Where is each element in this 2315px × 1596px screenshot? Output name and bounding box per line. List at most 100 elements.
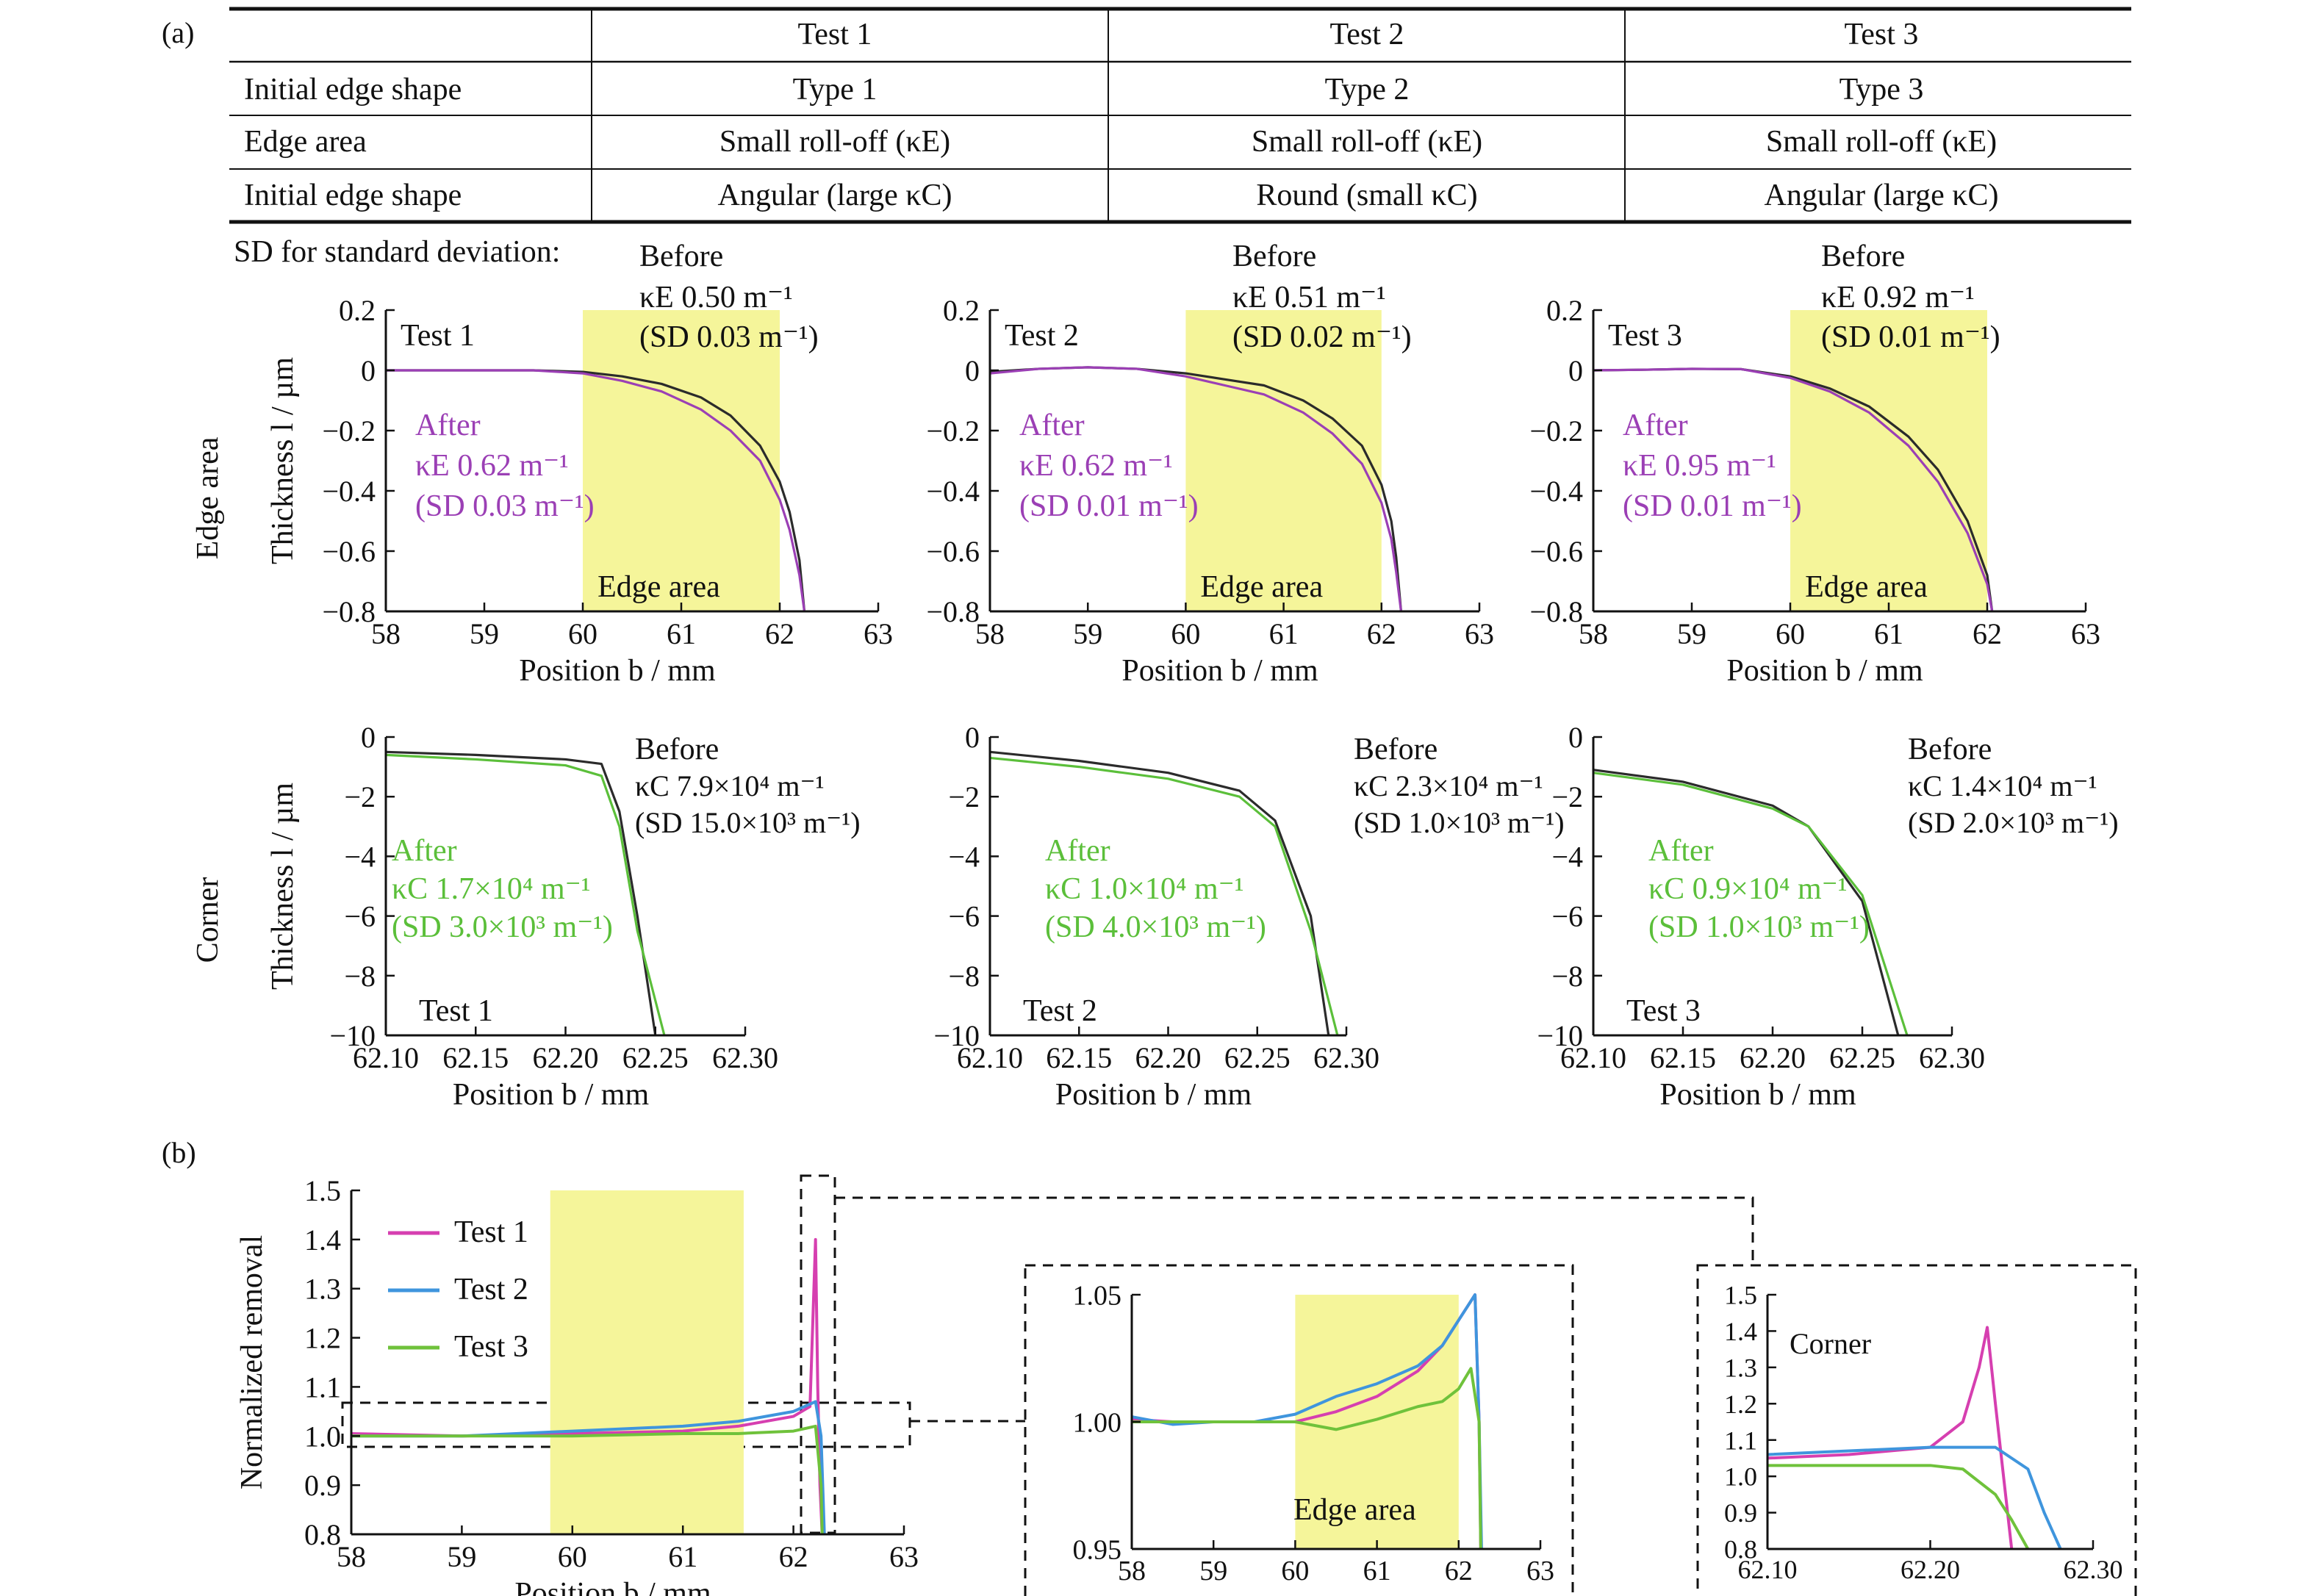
x-tick-label: 59 xyxy=(447,1540,476,1573)
y-axis-label: Normalized removal xyxy=(235,1235,269,1489)
series-line-before xyxy=(385,750,657,1036)
legend-label: Test 1 xyxy=(454,1215,528,1249)
row-label-corner: Corner xyxy=(191,877,225,963)
x-tick-label: 61 xyxy=(1874,617,1903,650)
y-tick-label: 1.0 xyxy=(304,1420,341,1453)
panel-a-label: (a) xyxy=(162,16,194,49)
series-line-after xyxy=(1593,367,1994,612)
x-tick-label: 62.15 xyxy=(1046,1041,1112,1074)
before-kappa: κE 0.92 m⁻¹ xyxy=(1821,281,1975,314)
test-label: Test 1 xyxy=(419,994,493,1028)
y-tick-label: 0.9 xyxy=(304,1469,341,1502)
y-tick-label: 1.3 xyxy=(1724,1353,1757,1382)
y-tick-label: 0 xyxy=(361,354,376,387)
row-label-edge: Edge area xyxy=(191,436,225,559)
before-sd: (SD 0.02 m⁻¹) xyxy=(1232,320,1412,354)
table-row-label: Initial edge shape xyxy=(244,179,462,212)
x-tick-label: 62.25 xyxy=(1829,1041,1895,1074)
test-label: Test 3 xyxy=(1608,319,1682,353)
y-tick-label: −0.4 xyxy=(322,475,376,508)
series-line-after xyxy=(989,756,1339,1036)
y-tick-label: 0.8 xyxy=(304,1518,341,1551)
y-tick-label: −6 xyxy=(948,900,980,933)
annotations-2: Test 2 Before κE 0.51 m⁻¹ (SD 0.02 m⁻¹) Afte… xyxy=(1005,240,1412,604)
table-row-label: Edge area xyxy=(244,125,367,159)
x-tick-label: 58 xyxy=(371,617,401,650)
x-tick-label: 61 xyxy=(1363,1556,1391,1586)
before-sd: (SD 0.03 m⁻¹) xyxy=(639,320,819,354)
y-tick-label: 1.2 xyxy=(1724,1390,1757,1419)
x-tick-label: 60 xyxy=(558,1540,587,1573)
y-tick-label: −0.4 xyxy=(1529,475,1583,508)
after-kappa: κC 0.9×10⁴ m⁻¹ xyxy=(1648,872,1847,906)
chart-8: 58 59 60 61 62 63 1.05 1.00 0.95 xyxy=(1073,1280,1555,1586)
after-label: After xyxy=(1045,834,1110,868)
y-tick-label: 0 xyxy=(965,721,980,754)
x-tick-label: 63 xyxy=(1526,1556,1554,1586)
chart-5: 62.10 62.15 62.20 62.25 62.30 0 −2 −4 −6 −8 −10 Pos… xyxy=(933,721,1379,1112)
x-tick-label: 63 xyxy=(2071,617,2100,650)
table-header-cell: Test 3 xyxy=(1845,18,1919,51)
chart-2: 58 59 60 61 62 63 0.2 0 −0.2 −0.4 −0.6 −0.8 Position… xyxy=(926,294,1494,688)
y-tick-label: 0 xyxy=(1568,721,1583,754)
sd-note: SD for standard deviation: xyxy=(234,235,560,269)
edge-area-label: Edge area xyxy=(597,570,720,604)
edge-area-shade xyxy=(1790,310,1987,611)
x-tick-label: 62 xyxy=(765,617,794,650)
chart-3: 58 59 60 61 62 63 0.2 0 −0.2 −0.4 −0.6 −0.8 Position… xyxy=(1529,294,2100,688)
after-kappa: κE 0.62 m⁻¹ xyxy=(1019,449,1173,483)
y-tick-label: 0.2 xyxy=(1546,294,1583,327)
after-label: After xyxy=(1623,409,1688,442)
y-tick-label: −4 xyxy=(344,840,376,873)
y-tick-label: 1.3 xyxy=(304,1273,341,1306)
after-sd: (SD 0.01 m⁻¹) xyxy=(1019,489,1199,523)
edge-area-label: Edge area xyxy=(1293,1493,1416,1527)
before-label: Before xyxy=(1354,733,1438,766)
before-label: Before xyxy=(1232,240,1316,273)
y-tick-label: −0.8 xyxy=(926,595,980,628)
x-axis-label: Position b / mm xyxy=(1121,654,1318,688)
x-tick-label: 62.30 xyxy=(712,1041,778,1074)
callout-line xyxy=(835,1196,1754,1265)
edge-area-shade xyxy=(583,310,780,611)
annotations-3: Test 3 Before κE 0.92 m⁻¹ (SD 0.01 m⁻¹) Afte… xyxy=(1608,240,2000,604)
edge-area-label: Edge area xyxy=(1200,570,1323,604)
table-row-label: Initial edge shape xyxy=(244,73,462,107)
plots-layer: 58 59 60 61 62 63 0.2 0 −0.2 −0.4 −0.6 −0.8 Position… xyxy=(235,240,2123,1596)
before-label: Before xyxy=(639,240,723,273)
after-kappa: κC 1.7×10⁴ m⁻¹ xyxy=(392,872,590,906)
series-line-test-3 xyxy=(1132,1367,1482,1550)
table-cell: Round (small κC) xyxy=(1256,179,1477,212)
after-sd: (SD 3.0×10³ m⁻¹) xyxy=(392,910,613,944)
before-sd: (SD 1.0×10³ m⁻¹) xyxy=(1354,806,1565,839)
x-tick-label: 60 xyxy=(1281,1556,1309,1586)
before-kappa: κC 7.9×10⁴ m⁻¹ xyxy=(635,769,825,802)
x-tick-label: 60 xyxy=(1171,617,1200,650)
x-tick-label: 62.20 xyxy=(1740,1041,1806,1074)
corner-inset-label: Corner xyxy=(1790,1327,1871,1360)
table-header-cell: Test 1 xyxy=(798,18,872,51)
series-line-test-2 xyxy=(351,1400,826,1535)
y-tick-label: 1.0 xyxy=(1724,1462,1757,1492)
y-tick-label: −8 xyxy=(344,960,376,993)
series-line-test-3 xyxy=(351,1424,824,1535)
table-cell: Type 3 xyxy=(1840,73,1924,107)
chart-1: 58 59 60 61 62 63 0.2 0 −0.2 −0.4 −0.6 −0.8 Position… xyxy=(266,294,893,688)
y-tick-label: −2 xyxy=(948,780,980,813)
y-tick-label: −0.2 xyxy=(1529,414,1583,447)
x-tick-label: 58 xyxy=(337,1540,366,1573)
y-tick-label: −0.8 xyxy=(322,595,376,628)
table-header-cell: Test 2 xyxy=(1330,18,1404,51)
x-tick-label: 63 xyxy=(864,617,893,650)
x-tick-label: 61 xyxy=(668,1540,697,1573)
y-tick-label: −10 xyxy=(1537,1019,1583,1052)
y-tick-label: 1.00 xyxy=(1073,1407,1122,1438)
test-label: Test 3 xyxy=(1626,994,1701,1028)
y-tick-label: −6 xyxy=(344,900,376,933)
y-tick-label: 1.5 xyxy=(304,1174,341,1207)
x-axis-label: Position b / mm xyxy=(519,654,716,688)
x-tick-label: 62 xyxy=(1973,617,2002,650)
y-tick-label: 1.4 xyxy=(1724,1317,1757,1346)
